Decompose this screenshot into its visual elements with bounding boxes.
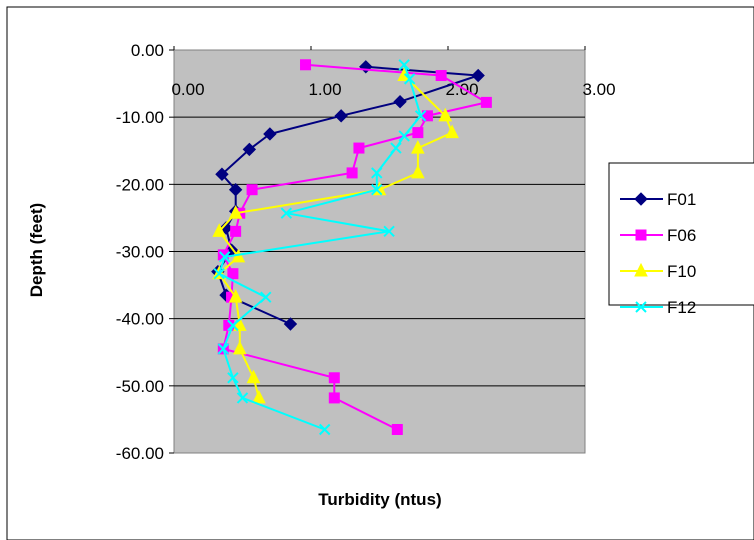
legend-marker-f01 bbox=[634, 192, 648, 206]
legend: F01 F06 F10 F12 bbox=[608, 162, 754, 317]
data-point-f10 bbox=[232, 340, 247, 355]
data-point-f06 bbox=[300, 59, 312, 71]
data-point-f06 bbox=[412, 127, 424, 139]
data-point-f06 bbox=[328, 372, 340, 384]
data-point-f10 bbox=[212, 223, 227, 237]
series-f12 bbox=[213, 59, 427, 436]
x-tick-label: 1.00 bbox=[308, 80, 341, 99]
data-point-f12 bbox=[390, 142, 402, 154]
legend-marker-f10 bbox=[634, 262, 648, 277]
data-point-f06 bbox=[353, 142, 365, 154]
data-point-f12 bbox=[403, 73, 416, 85]
series-layer bbox=[211, 59, 492, 436]
data-point-f01 bbox=[215, 167, 229, 181]
y-axis-title: Depth (feet) bbox=[27, 203, 46, 297]
data-point-f12 bbox=[280, 207, 293, 219]
data-point-f06 bbox=[435, 70, 447, 82]
legend-item-f01: F01 bbox=[620, 190, 696, 209]
y-tick-label: -30.00 bbox=[116, 243, 164, 262]
legend-items: F01 F06 F10 F12 bbox=[620, 190, 696, 317]
data-point-f10 bbox=[438, 107, 453, 122]
y-tick-label: -60.00 bbox=[116, 444, 164, 463]
y-tick-label: -20.00 bbox=[116, 175, 164, 194]
data-point-f12 bbox=[398, 59, 410, 71]
data-point-f06 bbox=[227, 268, 239, 280]
y-tick-label: 0.00 bbox=[131, 41, 164, 60]
x-tick-label: 3.00 bbox=[582, 80, 615, 99]
data-point-f12 bbox=[236, 392, 249, 404]
gridlines bbox=[169, 46, 586, 454]
data-point-f01 bbox=[334, 109, 348, 123]
data-point-f12 bbox=[227, 372, 239, 384]
data-point-f12 bbox=[398, 130, 410, 142]
x-tick-labels: 0.00 1.00 2.00 3.00 bbox=[171, 80, 615, 99]
data-point-f10 bbox=[252, 389, 266, 404]
legend-marker-f06 bbox=[635, 229, 647, 241]
legend-item-f10: F10 bbox=[620, 262, 696, 281]
data-point-f10 bbox=[232, 317, 247, 331]
x-tick-label: 0.00 bbox=[171, 80, 204, 99]
data-point-f12 bbox=[371, 183, 383, 196]
data-point-f12 bbox=[318, 423, 331, 436]
data-point-f06 bbox=[246, 184, 258, 196]
data-point-f10 bbox=[445, 124, 459, 139]
data-point-f10 bbox=[411, 164, 425, 179]
data-point-f12 bbox=[217, 343, 230, 355]
data-point-f06 bbox=[346, 167, 358, 179]
legend-label: F10 bbox=[667, 262, 696, 281]
data-point-f12 bbox=[218, 251, 231, 263]
y-tick-label: -50.00 bbox=[116, 377, 164, 396]
legend-label: F01 bbox=[667, 190, 696, 209]
data-point-f06 bbox=[480, 96, 492, 108]
data-point-f10 bbox=[228, 205, 243, 219]
data-point-f12 bbox=[371, 167, 383, 179]
y-tick-label: -40.00 bbox=[116, 310, 164, 329]
legend-item-f12: F12 bbox=[620, 298, 696, 317]
data-point-f12 bbox=[414, 110, 427, 122]
data-point-f10 bbox=[411, 139, 425, 154]
data-point-f01 bbox=[283, 317, 298, 331]
data-point-f01 bbox=[228, 182, 243, 197]
data-point-f12 bbox=[213, 267, 225, 280]
legend-marker-f12 bbox=[635, 301, 647, 313]
data-point-f12 bbox=[260, 291, 272, 303]
data-point-f10 bbox=[246, 369, 261, 384]
y-tick-label: -10.00 bbox=[116, 108, 164, 127]
legend-label: F06 bbox=[667, 226, 696, 245]
x-axis-title: Turbidity (ntus) bbox=[318, 490, 441, 509]
data-point-f01 bbox=[471, 68, 485, 83]
data-point-f12 bbox=[383, 225, 395, 238]
data-point-f01 bbox=[263, 127, 277, 141]
data-point-f06 bbox=[421, 110, 433, 122]
data-point-f06 bbox=[328, 392, 340, 404]
data-point-f10 bbox=[228, 289, 243, 303]
data-point-f06 bbox=[391, 423, 403, 435]
x-tick-label: 2.00 bbox=[445, 80, 478, 99]
y-tick-labels: 0.00 -10.00 -20.00 -30.00 -40.00 -50.00 -60.00 bbox=[116, 41, 164, 463]
legend-item-f06: F06 bbox=[620, 226, 696, 245]
data-point-f01 bbox=[393, 95, 407, 109]
legend-label: F12 bbox=[667, 298, 696, 317]
data-point-f12 bbox=[227, 319, 239, 332]
data-point-f06 bbox=[230, 225, 242, 237]
data-point-f01 bbox=[242, 142, 257, 157]
